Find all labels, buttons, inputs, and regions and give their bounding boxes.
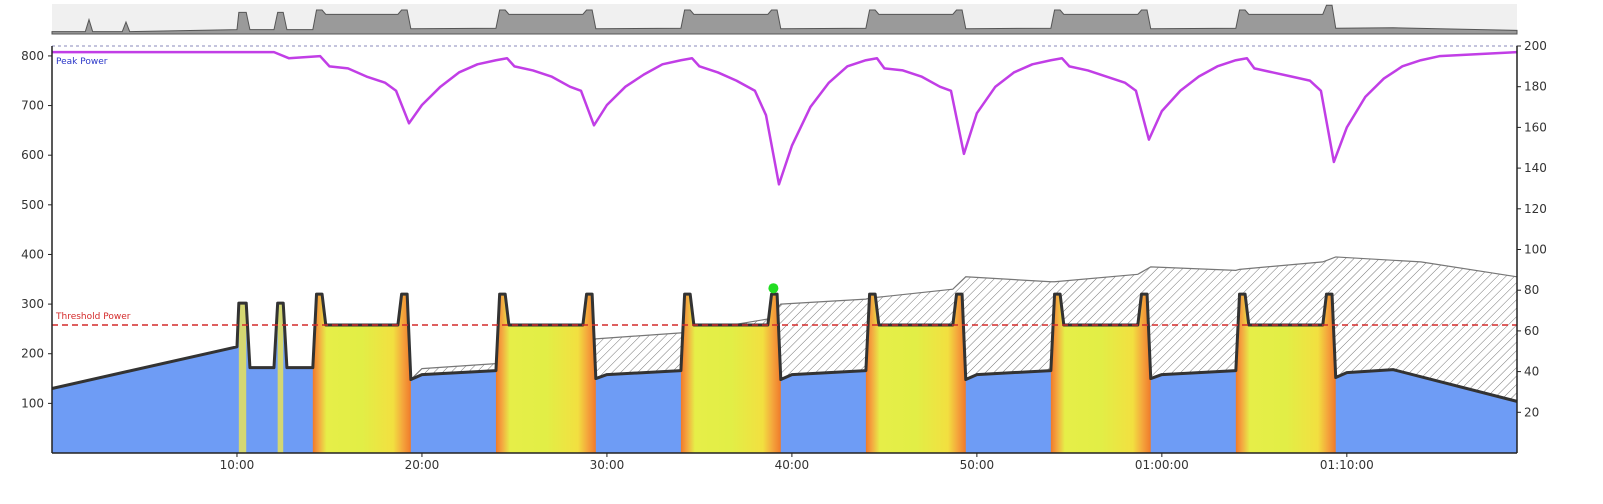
right-tick-label: 40 bbox=[1524, 365, 1539, 379]
overview-profile-area bbox=[51, 4, 1518, 35]
warmup-spike-fill-2 bbox=[277, 303, 284, 453]
x-tick-label: 20:00 bbox=[405, 458, 440, 472]
left-tick-label: 700 bbox=[21, 99, 44, 113]
left-tick-label: 400 bbox=[21, 247, 44, 261]
left-tick-label: 600 bbox=[21, 148, 44, 162]
right-tick-label: 80 bbox=[1524, 283, 1539, 297]
left-tick-label: 300 bbox=[21, 297, 44, 311]
x-tick-label: 10:00 bbox=[220, 458, 255, 472]
x-tick-label: 40:00 bbox=[775, 458, 810, 472]
interval-fill-6 bbox=[1235, 294, 1336, 453]
left-y-axis-ticks: 100 200 300 400 500 600 700 800 bbox=[21, 49, 52, 410]
right-tick-label: 160 bbox=[1524, 120, 1547, 134]
interval-fill-1 bbox=[312, 294, 411, 453]
right-tick-label: 100 bbox=[1524, 243, 1547, 257]
highlight-point[interactable] bbox=[768, 283, 779, 294]
right-tick-label: 180 bbox=[1524, 80, 1547, 94]
threshold-power-label: Threshold Power bbox=[55, 312, 131, 322]
right-y-axis-ticks: 20 40 60 80 100 120 140 160 180 200 bbox=[1517, 39, 1547, 419]
right-tick-label: 120 bbox=[1524, 202, 1547, 216]
target-power-line bbox=[51, 292, 1518, 403]
interval-fill-4 bbox=[865, 294, 966, 453]
x-tick-label: 01:10:00 bbox=[1320, 458, 1374, 472]
interval-fill-3 bbox=[680, 294, 781, 453]
x-axis-ticks: 10:00 20:00 30:00 40:00 50:00 01:00:00 01:10:0… bbox=[220, 453, 1374, 472]
right-tick-label: 140 bbox=[1524, 161, 1547, 175]
peak-power-curve bbox=[52, 50, 1518, 186]
warmup-spike-fill-1 bbox=[238, 303, 247, 453]
left-tick-label: 800 bbox=[21, 49, 44, 63]
left-tick-label: 200 bbox=[21, 347, 44, 361]
plot-areas bbox=[52, 256, 1517, 453]
right-tick-label: 60 bbox=[1524, 324, 1539, 338]
overview-strip[interactable] bbox=[51, 4, 1518, 35]
x-tick-label: 30:00 bbox=[590, 458, 625, 472]
interval-fill-5 bbox=[1050, 294, 1151, 453]
x-tick-label: 01:00:00 bbox=[1135, 458, 1189, 472]
x-tick-label: 50:00 bbox=[960, 458, 995, 472]
right-tick-label: 20 bbox=[1524, 405, 1539, 419]
plot-lines bbox=[51, 50, 1518, 403]
left-tick-label: 100 bbox=[21, 396, 44, 410]
peak-power-label: Peak Power bbox=[56, 57, 108, 67]
interval-fill-2 bbox=[495, 294, 596, 453]
right-tick-label: 200 bbox=[1524, 39, 1547, 53]
left-tick-label: 500 bbox=[21, 198, 44, 212]
